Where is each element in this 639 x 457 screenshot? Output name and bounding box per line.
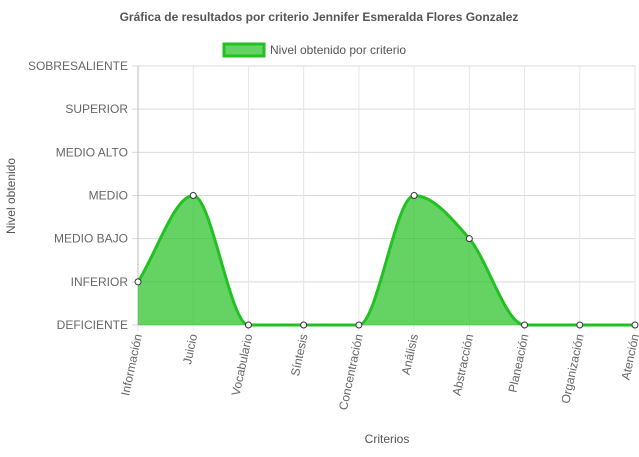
data-point[interactable]	[465, 235, 473, 243]
y-tick-label: MEDIO ALTO	[56, 145, 128, 159]
x-tick-labels: Información Juicio Vocabulario Síntesis Conc…	[118, 332, 639, 411]
y-tick-label: SOBRESALIENTE	[28, 59, 128, 73]
x-tick-label: Información	[118, 333, 145, 397]
y-tick-label: SUPERIOR	[65, 102, 128, 116]
x-tick-label: Abstracción	[450, 333, 477, 397]
data-point[interactable]	[134, 278, 142, 286]
data-point[interactable]	[355, 321, 363, 329]
x-tick-label: Atención	[619, 333, 639, 382]
data-point[interactable]	[576, 321, 584, 329]
x-tick-label: Vocabulario	[229, 332, 256, 397]
chart-title: Gráfica de resultados por criterio Jenni…	[120, 10, 519, 24]
legend-swatch	[222, 42, 266, 58]
y-axis-label: Nivel obtenido	[4, 158, 18, 234]
series-line	[136, 193, 635, 327]
x-tick-label: Planeación	[505, 333, 531, 394]
data-point[interactable]	[189, 192, 197, 199]
x-tick-label: Concentración	[336, 333, 366, 412]
legend-label: Nivel obtenido por criterio	[270, 43, 406, 57]
y-tick-label: MEDIO BAJO	[54, 232, 128, 246]
x-axis-label: Criterios	[365, 432, 410, 446]
y-tick-label: INFERIOR	[71, 275, 129, 289]
data-point[interactable]	[521, 321, 529, 329]
legend[interactable]: Nivel obtenido por criterio	[222, 42, 406, 58]
y-tick-label: MEDIO	[89, 189, 128, 203]
y-tick-labels: DEFICIENTE INFERIOR MEDIO BAJO MEDIO MEDIO A…	[28, 59, 128, 332]
x-tick-label: Juicio	[180, 332, 200, 365]
x-tick-label: Análisis	[399, 333, 421, 376]
data-point[interactable]	[300, 321, 308, 329]
x-tick-label: Síntesis	[288, 333, 311, 378]
series-layer	[136, 193, 635, 327]
points-layer	[134, 192, 639, 329]
x-tick-label: Organización	[558, 333, 586, 405]
y-tick-label: DEFICIENTE	[57, 318, 128, 332]
data-point[interactable]	[410, 192, 418, 199]
data-point[interactable]	[631, 321, 639, 329]
data-point[interactable]	[244, 321, 252, 329]
